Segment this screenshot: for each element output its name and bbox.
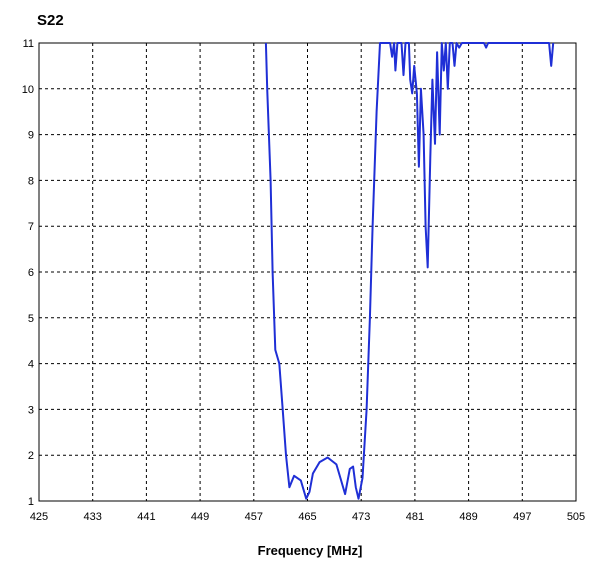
- grid: [39, 43, 576, 501]
- y-tick-label: 11: [23, 38, 34, 50]
- x-tick-label: 505: [567, 511, 585, 523]
- x-tick-label: 449: [191, 511, 209, 523]
- y-tick-label: 9: [28, 130, 34, 142]
- x-axis-ticks: 425 433 441 449 457 465 473 481 489 497 505: [30, 511, 585, 523]
- y-tick-label: 4: [28, 359, 34, 371]
- x-tick-label: 465: [298, 511, 316, 523]
- y-tick-label: 8: [28, 175, 34, 187]
- y-tick-label: 7: [28, 221, 34, 233]
- y-tick-label: 1: [28, 496, 34, 508]
- y-tick-label: 6: [28, 267, 34, 279]
- y-tick-label: 10: [22, 84, 34, 96]
- series-line: [264, 42, 555, 500]
- x-tick-label: 441: [137, 511, 155, 523]
- x-tick-label: 425: [30, 511, 48, 523]
- y-tick-label: 3: [28, 404, 34, 416]
- y-axis-ticks: 1 2 3 4 5 6 7 8 9 10 11: [22, 38, 34, 508]
- x-tick-label: 489: [459, 511, 477, 523]
- data-series: [264, 42, 555, 500]
- x-tick-label: 473: [352, 511, 370, 523]
- x-tick-label: 433: [84, 511, 102, 523]
- y-tick-label: 2: [28, 450, 34, 462]
- x-tick-label: 457: [245, 511, 263, 523]
- x-tick-label: 481: [406, 511, 424, 523]
- chart-title: S22: [37, 12, 64, 29]
- x-tick-label: 497: [513, 511, 531, 523]
- x-axis-label: Frequency [MHz]: [258, 543, 363, 558]
- y-tick-label: 5: [28, 313, 34, 325]
- plot-area: [38, 42, 577, 502]
